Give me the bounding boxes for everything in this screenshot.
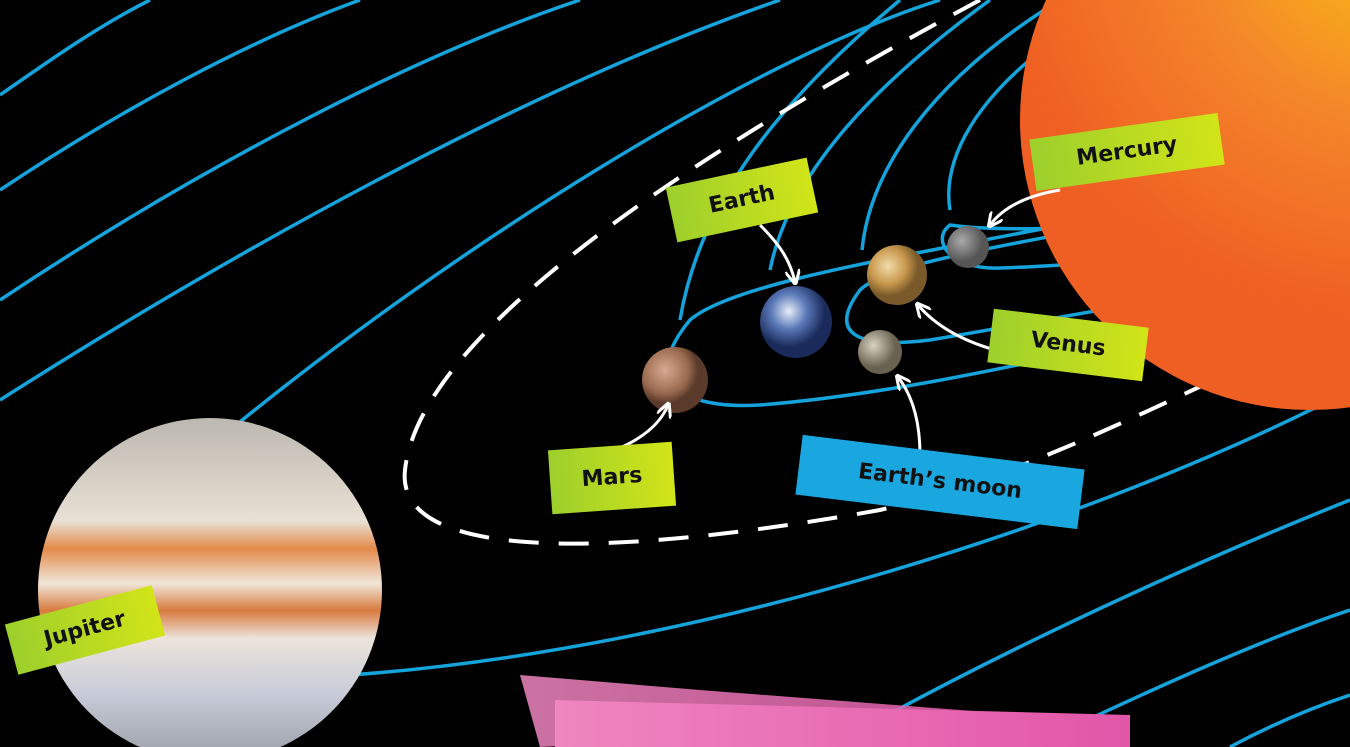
label-box bbox=[4, 585, 166, 675]
label-box bbox=[795, 434, 1085, 530]
label-box bbox=[987, 308, 1149, 382]
label-box bbox=[547, 441, 677, 515]
jupiter bbox=[38, 418, 382, 747]
label-jupiter: Jupiter bbox=[4, 585, 166, 675]
label-text: Mars bbox=[581, 463, 643, 492]
mars bbox=[642, 347, 708, 413]
pink-box bbox=[555, 700, 1130, 747]
label-moon: Earth’s moon bbox=[795, 434, 1085, 530]
mercury bbox=[947, 226, 989, 268]
label-box bbox=[1029, 113, 1225, 191]
moon bbox=[858, 330, 902, 374]
sun bbox=[1020, 0, 1350, 410]
label-box bbox=[665, 157, 819, 243]
label-mars: Mars bbox=[547, 441, 677, 515]
label-venus: Venus bbox=[987, 308, 1149, 382]
earth bbox=[760, 286, 832, 358]
venus bbox=[867, 245, 927, 305]
label-earth: Earth bbox=[665, 157, 819, 243]
label-mercury: Mercury bbox=[1029, 113, 1225, 191]
boundary-dashed bbox=[402, 0, 1350, 546]
